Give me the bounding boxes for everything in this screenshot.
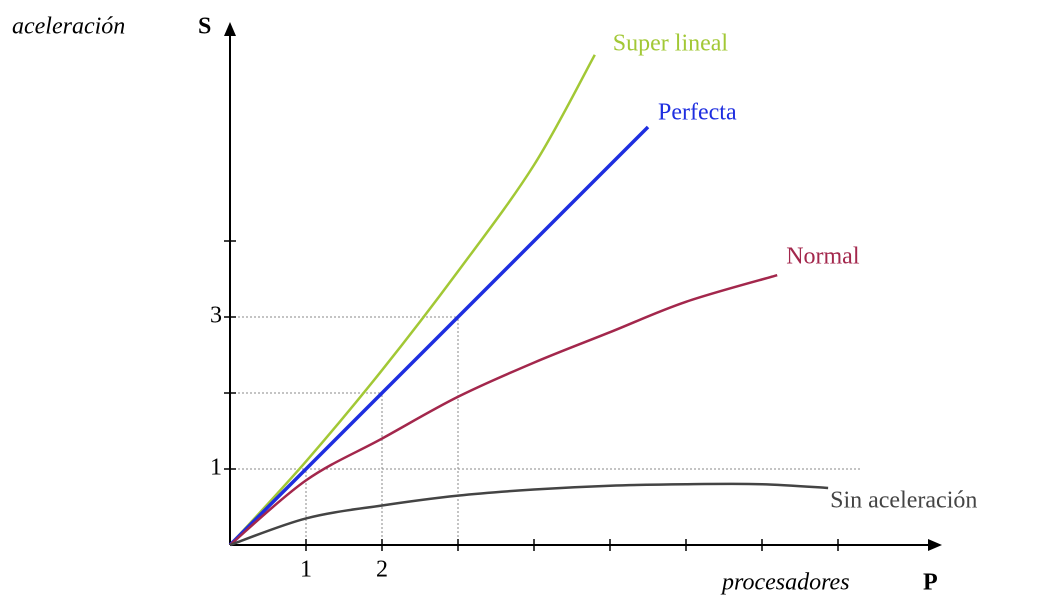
series-line	[229, 482, 829, 547]
y-axis-symbol: S	[198, 14, 211, 40]
x-axis-label: procesadores	[720, 570, 850, 596]
x-tick-label: 2	[376, 557, 388, 583]
series-line	[229, 273, 778, 546]
x-axis-symbol: P	[923, 570, 938, 596]
y-axis-label: aceleración	[12, 14, 125, 40]
series-label: Super lineal	[613, 30, 729, 56]
x-axis-arrow	[928, 539, 942, 551]
y-axis-arrow	[224, 22, 236, 36]
series-label: Sin aceleración	[830, 488, 977, 514]
series-label: Perfecta	[658, 100, 737, 126]
y-tick-label: 1	[210, 455, 222, 481]
y-tick-label: 3	[210, 303, 222, 329]
x-tick-label: 1	[300, 557, 312, 583]
series-line	[228, 125, 650, 547]
series-line	[229, 54, 596, 546]
series-label: Normal	[786, 244, 860, 270]
